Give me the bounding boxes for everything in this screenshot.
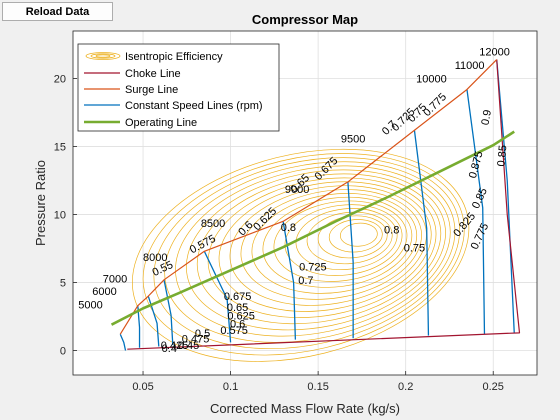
efficiency-contour bbox=[196, 173, 442, 325]
x-axis-label: Corrected Mass Flow Rate (kg/s) bbox=[210, 401, 400, 416]
speed-line-10000 bbox=[413, 130, 430, 336]
efficiency-contour bbox=[132, 148, 470, 362]
x-tick-label: 0.15 bbox=[307, 381, 328, 393]
reload-data-button[interactable]: Reload Data bbox=[2, 2, 113, 21]
speed-label-9000: 9000 bbox=[285, 184, 309, 196]
efficiency-contour bbox=[175, 165, 451, 337]
speed-line-9500 bbox=[347, 181, 354, 339]
y-axis-label: Pressure Ratio bbox=[33, 160, 48, 246]
efficiency-contour bbox=[262, 196, 413, 288]
efficiency-label: 0.5 bbox=[195, 328, 210, 340]
axis-ticks: 0.05 0.1 0.15 0.2 0.25 0 5 10 15 20 bbox=[54, 74, 504, 393]
speed-line-9000 bbox=[282, 221, 297, 340]
legend-box bbox=[77, 43, 280, 132]
efficiency-contour bbox=[218, 181, 432, 312]
legend-entry-surge: Surge Line bbox=[84, 84, 178, 96]
efficiency-label: 0.9 bbox=[480, 109, 494, 126]
efficiency-label: 0.575 bbox=[220, 325, 248, 337]
legend-label-operating: Operating Line bbox=[125, 117, 197, 129]
map-lines bbox=[110, 59, 521, 351]
x-tick-label: 0.05 bbox=[132, 381, 153, 393]
efficiency-contour bbox=[185, 169, 446, 331]
speed-line-6000 bbox=[137, 305, 141, 348]
x-tick-label: 0.1 bbox=[223, 381, 238, 393]
efficiency-label: 0.45 bbox=[178, 340, 199, 352]
efficiency-label: 0.425 bbox=[161, 340, 189, 352]
efficiency-label: 0.75 bbox=[404, 242, 425, 254]
efficiency-label: 0.4 bbox=[162, 343, 177, 355]
efficiency-contour bbox=[339, 222, 378, 247]
y-tick-label: 15 bbox=[54, 142, 66, 154]
operating-line bbox=[110, 130, 515, 326]
efficiency-contour bbox=[306, 211, 393, 265]
speed-line-12000 bbox=[496, 59, 515, 333]
legend: Isentropic Efficiency Choke Line Surge L… bbox=[77, 43, 280, 132]
y-tick-label: 20 bbox=[54, 74, 66, 86]
efficiency-label: 0.85 bbox=[496, 145, 510, 167]
legend-label-speed: Constant Speed Lines (rpm) bbox=[125, 100, 263, 112]
speed-label-8000: 8000 bbox=[143, 252, 167, 264]
efficiency-contour bbox=[328, 219, 383, 253]
speed-label-7000: 7000 bbox=[103, 274, 127, 286]
efficiency-label: 0.65 bbox=[227, 302, 248, 314]
efficiency-label: 0.725 bbox=[299, 261, 327, 273]
efficiency-contour bbox=[207, 177, 437, 318]
grid bbox=[73, 31, 537, 375]
y-tick-label: 10 bbox=[54, 210, 66, 222]
efficiency-label: 0.625 bbox=[227, 310, 255, 322]
efficiency-label: 0.8 bbox=[384, 225, 399, 237]
efficiency-contour bbox=[142, 153, 465, 356]
speed-label-12000: 12000 bbox=[479, 46, 510, 58]
efficiency-label: 0.475 bbox=[182, 333, 210, 345]
efficiency-label: 0.6 bbox=[230, 318, 245, 330]
legend-label-choke: Choke Line bbox=[125, 68, 181, 80]
surge-line bbox=[119, 59, 498, 335]
efficiency-label: 0.8 bbox=[281, 222, 296, 234]
legend-label-surge: Surge Line bbox=[125, 84, 178, 96]
speed-line-5000 bbox=[119, 333, 127, 351]
speed-label-8500: 8500 bbox=[201, 218, 225, 230]
y-tick-label: 0 bbox=[60, 346, 66, 358]
speed-label-9500: 9500 bbox=[341, 133, 365, 145]
x-tick-label: 0.25 bbox=[483, 381, 504, 393]
efficiency-label: 0.7 bbox=[298, 275, 313, 287]
speed-line-11000 bbox=[466, 89, 486, 335]
efficiency-contour bbox=[295, 208, 398, 270]
y-tick-label: 5 bbox=[60, 278, 66, 290]
efficiency-contour bbox=[240, 189, 422, 300]
x-tick-label: 0.2 bbox=[398, 381, 413, 393]
efficiency-contour bbox=[229, 185, 427, 306]
legend-label-efficiency: Isentropic Efficiency bbox=[125, 51, 223, 63]
speed-line-8000 bbox=[163, 279, 174, 346]
speed-line-8500 bbox=[203, 250, 232, 343]
speed-label-10000: 10000 bbox=[416, 74, 447, 86]
legend-entry-choke: Choke Line bbox=[84, 68, 181, 80]
efficiency-contour bbox=[164, 161, 456, 343]
axes-box bbox=[72, 30, 538, 376]
legend-entry-speed: Constant Speed Lines (rpm) bbox=[84, 100, 263, 112]
choke-line bbox=[127, 59, 521, 350]
legend-entry-efficiency: Isentropic Efficiency bbox=[85, 51, 223, 63]
chart-title: Compressor Map bbox=[252, 12, 358, 27]
legend-entry-operating: Operating Line bbox=[84, 117, 197, 129]
speed-label-5000: 5000 bbox=[78, 299, 102, 311]
efficiency-label: 0.675 bbox=[224, 291, 252, 303]
speed-label-6000: 6000 bbox=[92, 286, 116, 298]
speed-label-11000: 11000 bbox=[455, 60, 485, 72]
